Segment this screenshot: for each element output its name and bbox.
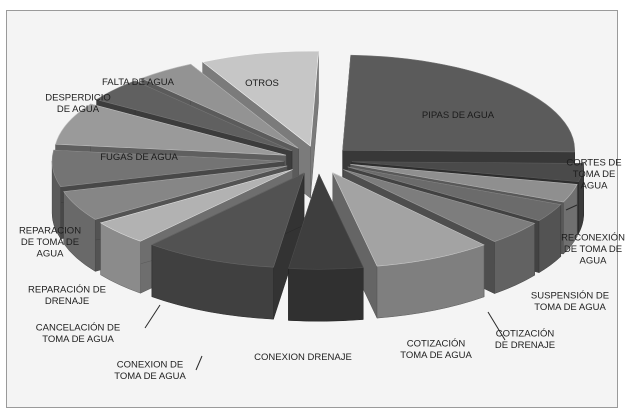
label-falta-de-agua: FALTA DE AGUA — [102, 77, 175, 88]
label-otros: OTROS — [245, 78, 279, 89]
label-cotizacion-toma-de-agua: COTIZACIÓN TOMA DE AGUA — [400, 338, 472, 361]
label-cotizacion-de-drenaje: COTIZACIÓN DE DRENAJE — [495, 328, 555, 351]
label-reparacion-de-drenaje: REPARACIÓN DE DRENAJE — [28, 284, 106, 307]
leader-conexion-de-toma-de-agua — [196, 356, 202, 370]
label-cancelacion-de-toma-de-agua: CANCELACIÓN DE TOMA DE AGUA — [36, 322, 120, 345]
label-suspension-de-toma-de-agua: SUSPENSIÓN DE TOMA DE AGUA — [531, 290, 609, 313]
slice-pipas-de-agua — [343, 55, 575, 152]
label-conexion-de-toma-de-agua: CONEXION DE TOMA DE AGUA — [114, 359, 186, 382]
label-reparacion-de-toma-de-agua: REPARACION DE TOMA DE AGUA — [19, 226, 81, 260]
label-fugas-de-agua: FUGAS DE AGUA — [100, 152, 178, 163]
slice-side-conexion-drenaje — [288, 268, 363, 322]
label-conexion-drenaje: CONEXION DRENAJE — [254, 352, 352, 363]
leader-cancelacion-de-toma-de-agua — [145, 305, 160, 328]
label-reconexion-de-toma-de-agua: RECONEXIÓN DE TOMA DE AGUA — [561, 233, 625, 267]
label-pipas-de-agua: PIPAS DE AGUA — [422, 110, 495, 121]
